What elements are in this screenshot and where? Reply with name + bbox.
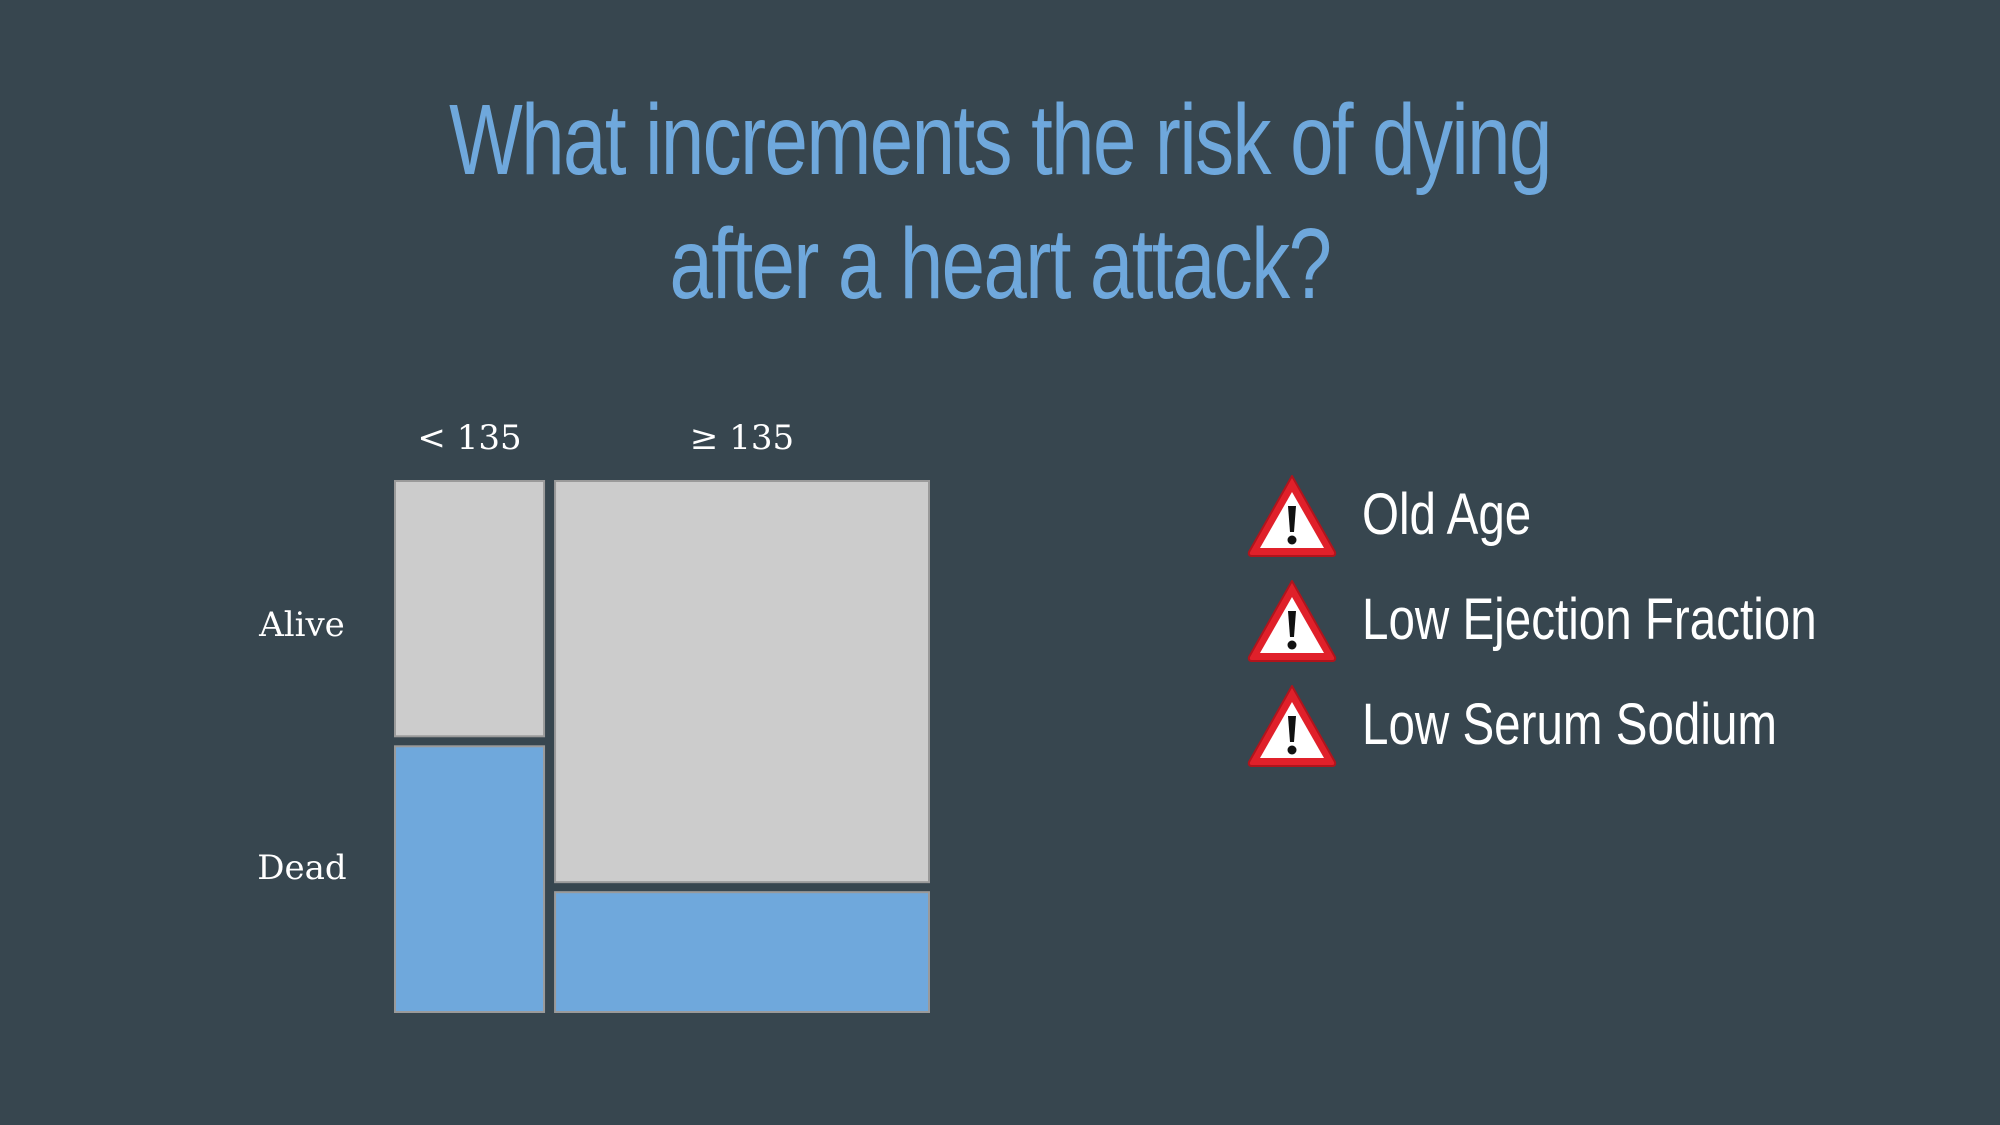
warning-triangle-icon xyxy=(1247,579,1337,662)
mosaic-cell-high-alive xyxy=(554,480,930,884)
risk-factor-label: Low Ejection Fraction xyxy=(1362,587,1817,652)
mosaic-cell-high-dead xyxy=(554,891,930,1013)
column-label: ≥ 135 xyxy=(690,418,794,458)
mosaic-cell-low-dead xyxy=(394,745,546,1013)
warning-triangle-icon xyxy=(1247,474,1337,557)
column-label: < 135 xyxy=(417,418,521,458)
risk-factor-label: Low Serum Sodium xyxy=(1362,692,1778,757)
risk-factor-label: Old Age xyxy=(1362,482,1532,547)
slide-title: What increments the risk of dying after … xyxy=(220,78,1780,326)
slide-title-line-2: after a heart attack? xyxy=(669,208,1333,320)
risk-factor-item: Old Age xyxy=(1244,462,1916,567)
mosaic-cell-low-alive xyxy=(394,480,546,738)
risk-factor-item: Low Ejection Fraction xyxy=(1244,567,1916,672)
slide-title-line-1: What increments the risk of dying xyxy=(449,84,1552,196)
risk-factor-list: Old Age Low Ejection Fraction Low Serum … xyxy=(1244,462,1916,777)
warning-triangle-icon xyxy=(1247,684,1337,767)
risk-factor-item: Low Serum Sodium xyxy=(1244,672,1916,777)
row-label-dead: Dead xyxy=(257,848,346,888)
row-label-alive: Alive xyxy=(258,605,345,645)
